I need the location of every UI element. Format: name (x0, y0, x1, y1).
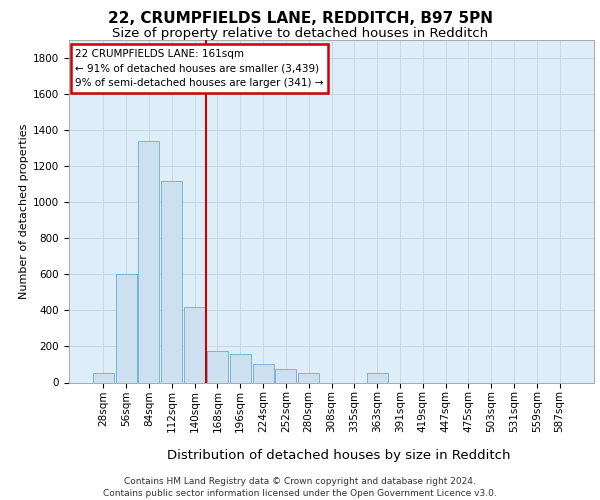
Bar (139, 141, 160, 382)
Text: 22 CRUMPFIELDS LANE: 161sqm
← 91% of detached houses are smaller (3,439)
9% of s: 22 CRUMPFIELDS LANE: 161sqm ← 91% of det… (76, 48, 324, 88)
Bar (298, 374, 319, 382)
Y-axis label: Number of detached properties: Number of detached properties (19, 124, 29, 299)
Text: Distribution of detached houses by size in Redditch: Distribution of detached houses by size … (167, 448, 511, 462)
Bar (207, 351, 228, 382)
Text: 22, CRUMPFIELDS LANE, REDDITCH, B97 5PN: 22, CRUMPFIELDS LANE, REDDITCH, B97 5PN (107, 11, 493, 26)
Text: Contains HM Land Registry data © Crown copyright and database right 2024.
Contai: Contains HM Land Registry data © Crown c… (103, 476, 497, 498)
Bar (184, 307, 205, 382)
Bar (275, 369, 296, 382)
Bar (93, 374, 114, 382)
Bar (161, 180, 182, 382)
Bar (367, 374, 388, 382)
Text: Size of property relative to detached houses in Redditch: Size of property relative to detached ho… (112, 28, 488, 40)
Bar (230, 354, 251, 382)
Bar (253, 364, 274, 382)
Bar (116, 274, 137, 382)
